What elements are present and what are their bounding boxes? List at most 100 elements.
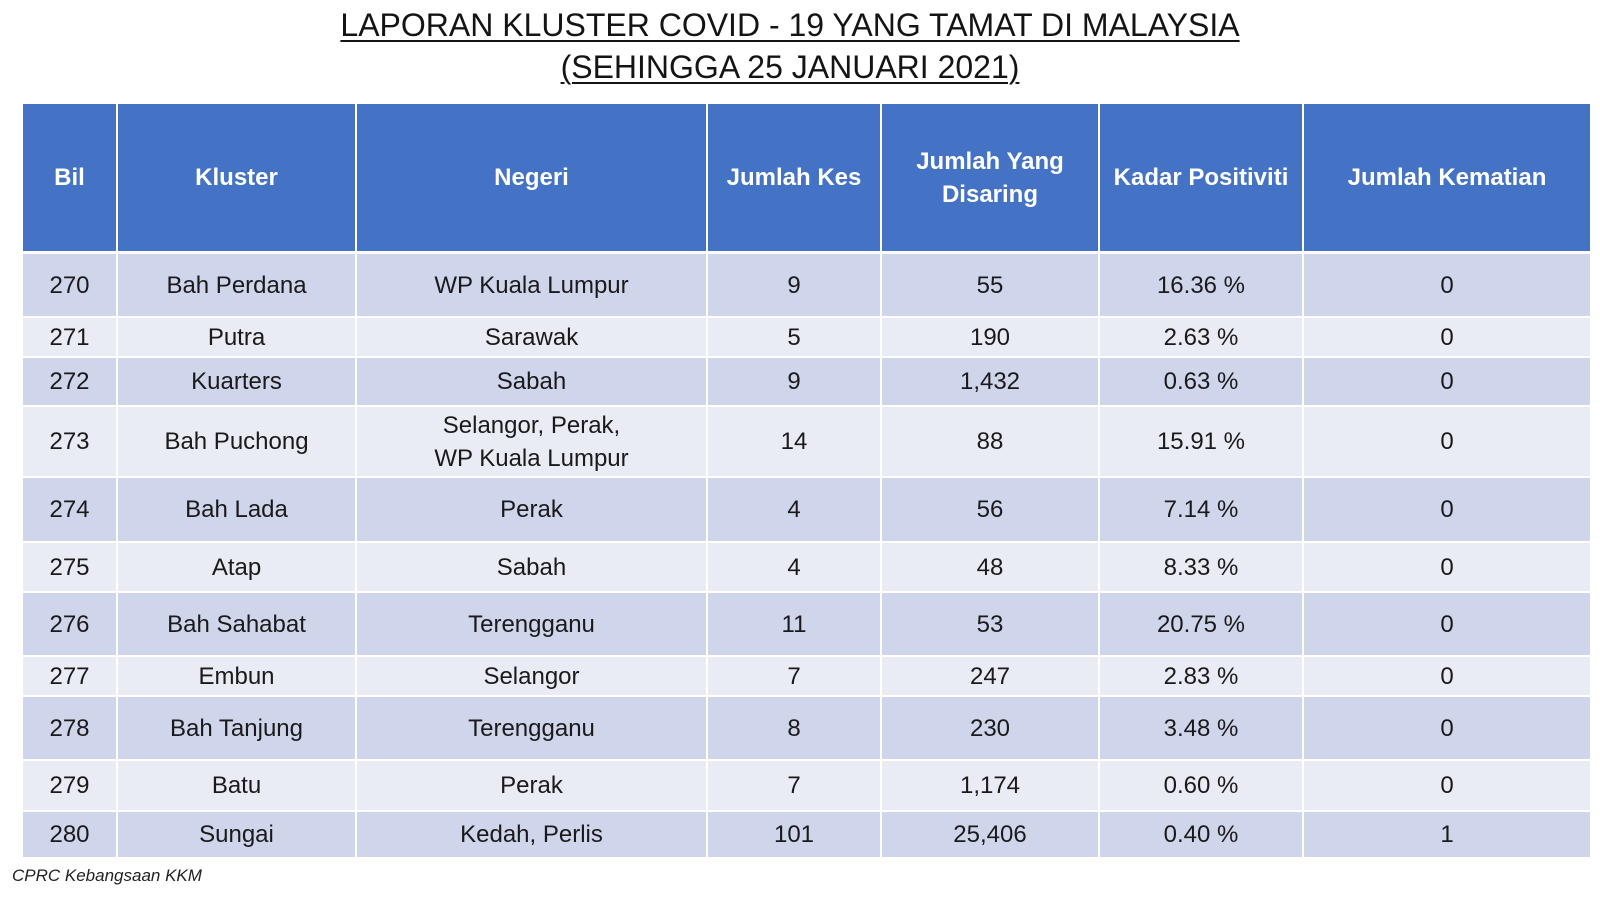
- cell-jumlah-kematian: 0: [1304, 593, 1590, 657]
- cell-kadar-positiviti: 3.48 %: [1100, 697, 1304, 761]
- cell-jumlah-kematian: 0: [1304, 407, 1590, 478]
- cell-negeri: Selangor, Perak, WP Kuala Lumpur: [357, 407, 708, 478]
- cell-jumlah-kes: 7: [708, 657, 882, 697]
- cell-jumlah-kes: 9: [708, 254, 882, 318]
- cell-kadar-positiviti: 8.33 %: [1100, 543, 1304, 593]
- cell-jumlah-disaring: 88: [882, 407, 1100, 478]
- cell-bil: 280: [23, 812, 118, 857]
- cell-bil: 271: [23, 318, 118, 358]
- column-header-jumlah-kematian: Jumlah Kematian: [1304, 104, 1590, 254]
- cell-negeri: Terengganu: [357, 593, 708, 657]
- report-title-line-2: (SEHINGGA 25 JANUARI 2021): [560, 49, 1020, 85]
- table-row: 270 Bah Perdana WP Kuala Lumpur 9 55 16.36 % 0: [23, 254, 1590, 318]
- cell-jumlah-kematian: 0: [1304, 543, 1590, 593]
- cell-jumlah-kematian: 0: [1304, 761, 1590, 812]
- cell-jumlah-disaring: 1,174: [882, 761, 1100, 812]
- cell-jumlah-disaring: 53: [882, 593, 1100, 657]
- table-row: 271 Putra Sarawak 5 190 2.63 % 0: [23, 318, 1590, 358]
- cell-bil: 270: [23, 254, 118, 318]
- cell-kluster: Atap: [118, 543, 357, 593]
- cell-jumlah-disaring: 55: [882, 254, 1100, 318]
- cell-kluster: Bah Puchong: [118, 407, 357, 478]
- cell-jumlah-disaring: 1,432: [882, 358, 1100, 407]
- cell-kluster: Kuarters: [118, 358, 357, 407]
- cell-negeri: Selangor: [357, 657, 708, 697]
- table-row: 275 Atap Sabah 4 48 8.33 % 0: [23, 543, 1590, 593]
- cell-negeri: Sabah: [357, 543, 708, 593]
- cell-negeri: Sabah: [357, 358, 708, 407]
- cell-kadar-positiviti: 0.40 %: [1100, 812, 1304, 857]
- cell-jumlah-kes: 8: [708, 697, 882, 761]
- report-title-line-1: LAPORAN KLUSTER COVID - 19 YANG TAMAT DI…: [340, 7, 1240, 43]
- table-header-row: Bil Kluster Negeri Jumlah Kes Jumlah Yang Di…: [23, 104, 1590, 254]
- cell-kadar-positiviti: 15.91 %: [1100, 407, 1304, 478]
- cell-bil: 275: [23, 543, 118, 593]
- cell-negeri: WP Kuala Lumpur: [357, 254, 708, 318]
- cell-kadar-positiviti: 7.14 %: [1100, 478, 1304, 543]
- cell-jumlah-kematian: 0: [1304, 318, 1590, 358]
- cell-jumlah-kematian: 0: [1304, 657, 1590, 697]
- cell-negeri: Perak: [357, 761, 708, 812]
- cell-bil: 279: [23, 761, 118, 812]
- cell-kadar-positiviti: 0.60 %: [1100, 761, 1304, 812]
- cell-jumlah-kematian: 0: [1304, 254, 1590, 318]
- cell-kadar-positiviti: 2.83 %: [1100, 657, 1304, 697]
- cell-jumlah-kes: 4: [708, 543, 882, 593]
- cell-kluster: Bah Perdana: [118, 254, 357, 318]
- cell-negeri: Perak: [357, 478, 708, 543]
- cell-jumlah-disaring: 190: [882, 318, 1100, 358]
- cell-jumlah-kes: 101: [708, 812, 882, 857]
- cell-jumlah-disaring: 25,406: [882, 812, 1100, 857]
- cell-bil: 274: [23, 478, 118, 543]
- cell-negeri: Kedah, Perlis: [357, 812, 708, 857]
- table-row: 280 Sungai Kedah, Perlis 101 25,406 0.40 % 1: [23, 812, 1590, 857]
- cell-kluster: Bah Lada: [118, 478, 357, 543]
- cell-jumlah-disaring: 48: [882, 543, 1100, 593]
- cell-kadar-positiviti: 20.75 %: [1100, 593, 1304, 657]
- column-header-kadar-positiviti: Kadar Positiviti: [1100, 104, 1304, 254]
- column-header-jumlah-kes: Jumlah Kes: [708, 104, 882, 254]
- cell-jumlah-kes: 5: [708, 318, 882, 358]
- cell-jumlah-kes: 9: [708, 358, 882, 407]
- cell-kadar-positiviti: 16.36 %: [1100, 254, 1304, 318]
- cell-kadar-positiviti: 0.63 %: [1100, 358, 1304, 407]
- column-header-bil: Bil: [23, 104, 118, 254]
- source-footer: CPRC Kebangsaan KKM: [12, 866, 202, 885]
- cell-jumlah-kes: 7: [708, 761, 882, 812]
- table-row: 276 Bah Sahabat Terengganu 11 53 20.75 % 0: [23, 593, 1590, 657]
- cell-kluster: Bah Sahabat: [118, 593, 357, 657]
- table-row: 277 Embun Selangor 7 247 2.83 % 0: [23, 657, 1590, 697]
- column-header-jumlah-disaring: Jumlah Yang Disaring: [882, 104, 1100, 254]
- cell-jumlah-kematian: 0: [1304, 358, 1590, 407]
- cell-jumlah-disaring: 56: [882, 478, 1100, 543]
- table-row: 272 Kuarters Sabah 9 1,432 0.63 % 0: [23, 358, 1590, 407]
- cluster-table: Bil Kluster Negeri Jumlah Kes Jumlah Yang Di…: [23, 104, 1590, 857]
- cell-kluster: Embun: [118, 657, 357, 697]
- cell-bil: 278: [23, 697, 118, 761]
- cell-negeri: Sarawak: [357, 318, 708, 358]
- cell-jumlah-kes: 11: [708, 593, 882, 657]
- cell-bil: 273: [23, 407, 118, 478]
- cell-bil: 277: [23, 657, 118, 697]
- cell-kluster: Bah Tanjung: [118, 697, 357, 761]
- report-title: LAPORAN KLUSTER COVID - 19 YANG TAMAT DI…: [0, 4, 1580, 88]
- table-row: 279 Batu Perak 7 1,174 0.60 % 0: [23, 761, 1590, 812]
- cell-negeri: Terengganu: [357, 697, 708, 761]
- column-header-negeri: Negeri: [357, 104, 708, 254]
- cell-jumlah-kematian: 1: [1304, 812, 1590, 857]
- cell-jumlah-disaring: 230: [882, 697, 1100, 761]
- cell-jumlah-kematian: 0: [1304, 478, 1590, 543]
- table-body: 270 Bah Perdana WP Kuala Lumpur 9 55 16.36 % 0…: [23, 254, 1590, 857]
- cell-kluster: Batu: [118, 761, 357, 812]
- cell-kadar-positiviti: 2.63 %: [1100, 318, 1304, 358]
- table-row: 274 Bah Lada Perak 4 56 7.14 % 0: [23, 478, 1590, 543]
- cell-jumlah-disaring: 247: [882, 657, 1100, 697]
- cell-kluster: Putra: [118, 318, 357, 358]
- cell-jumlah-kes: 14: [708, 407, 882, 478]
- table-row: 278 Bah Tanjung Terengganu 8 230 3.48 % 0: [23, 697, 1590, 761]
- cell-bil: 276: [23, 593, 118, 657]
- cell-jumlah-kes: 4: [708, 478, 882, 543]
- column-header-kluster: Kluster: [118, 104, 357, 254]
- table-row: 273 Bah Puchong Selangor, Perak, WP Kuala …: [23, 407, 1590, 478]
- cell-jumlah-kematian: 0: [1304, 697, 1590, 761]
